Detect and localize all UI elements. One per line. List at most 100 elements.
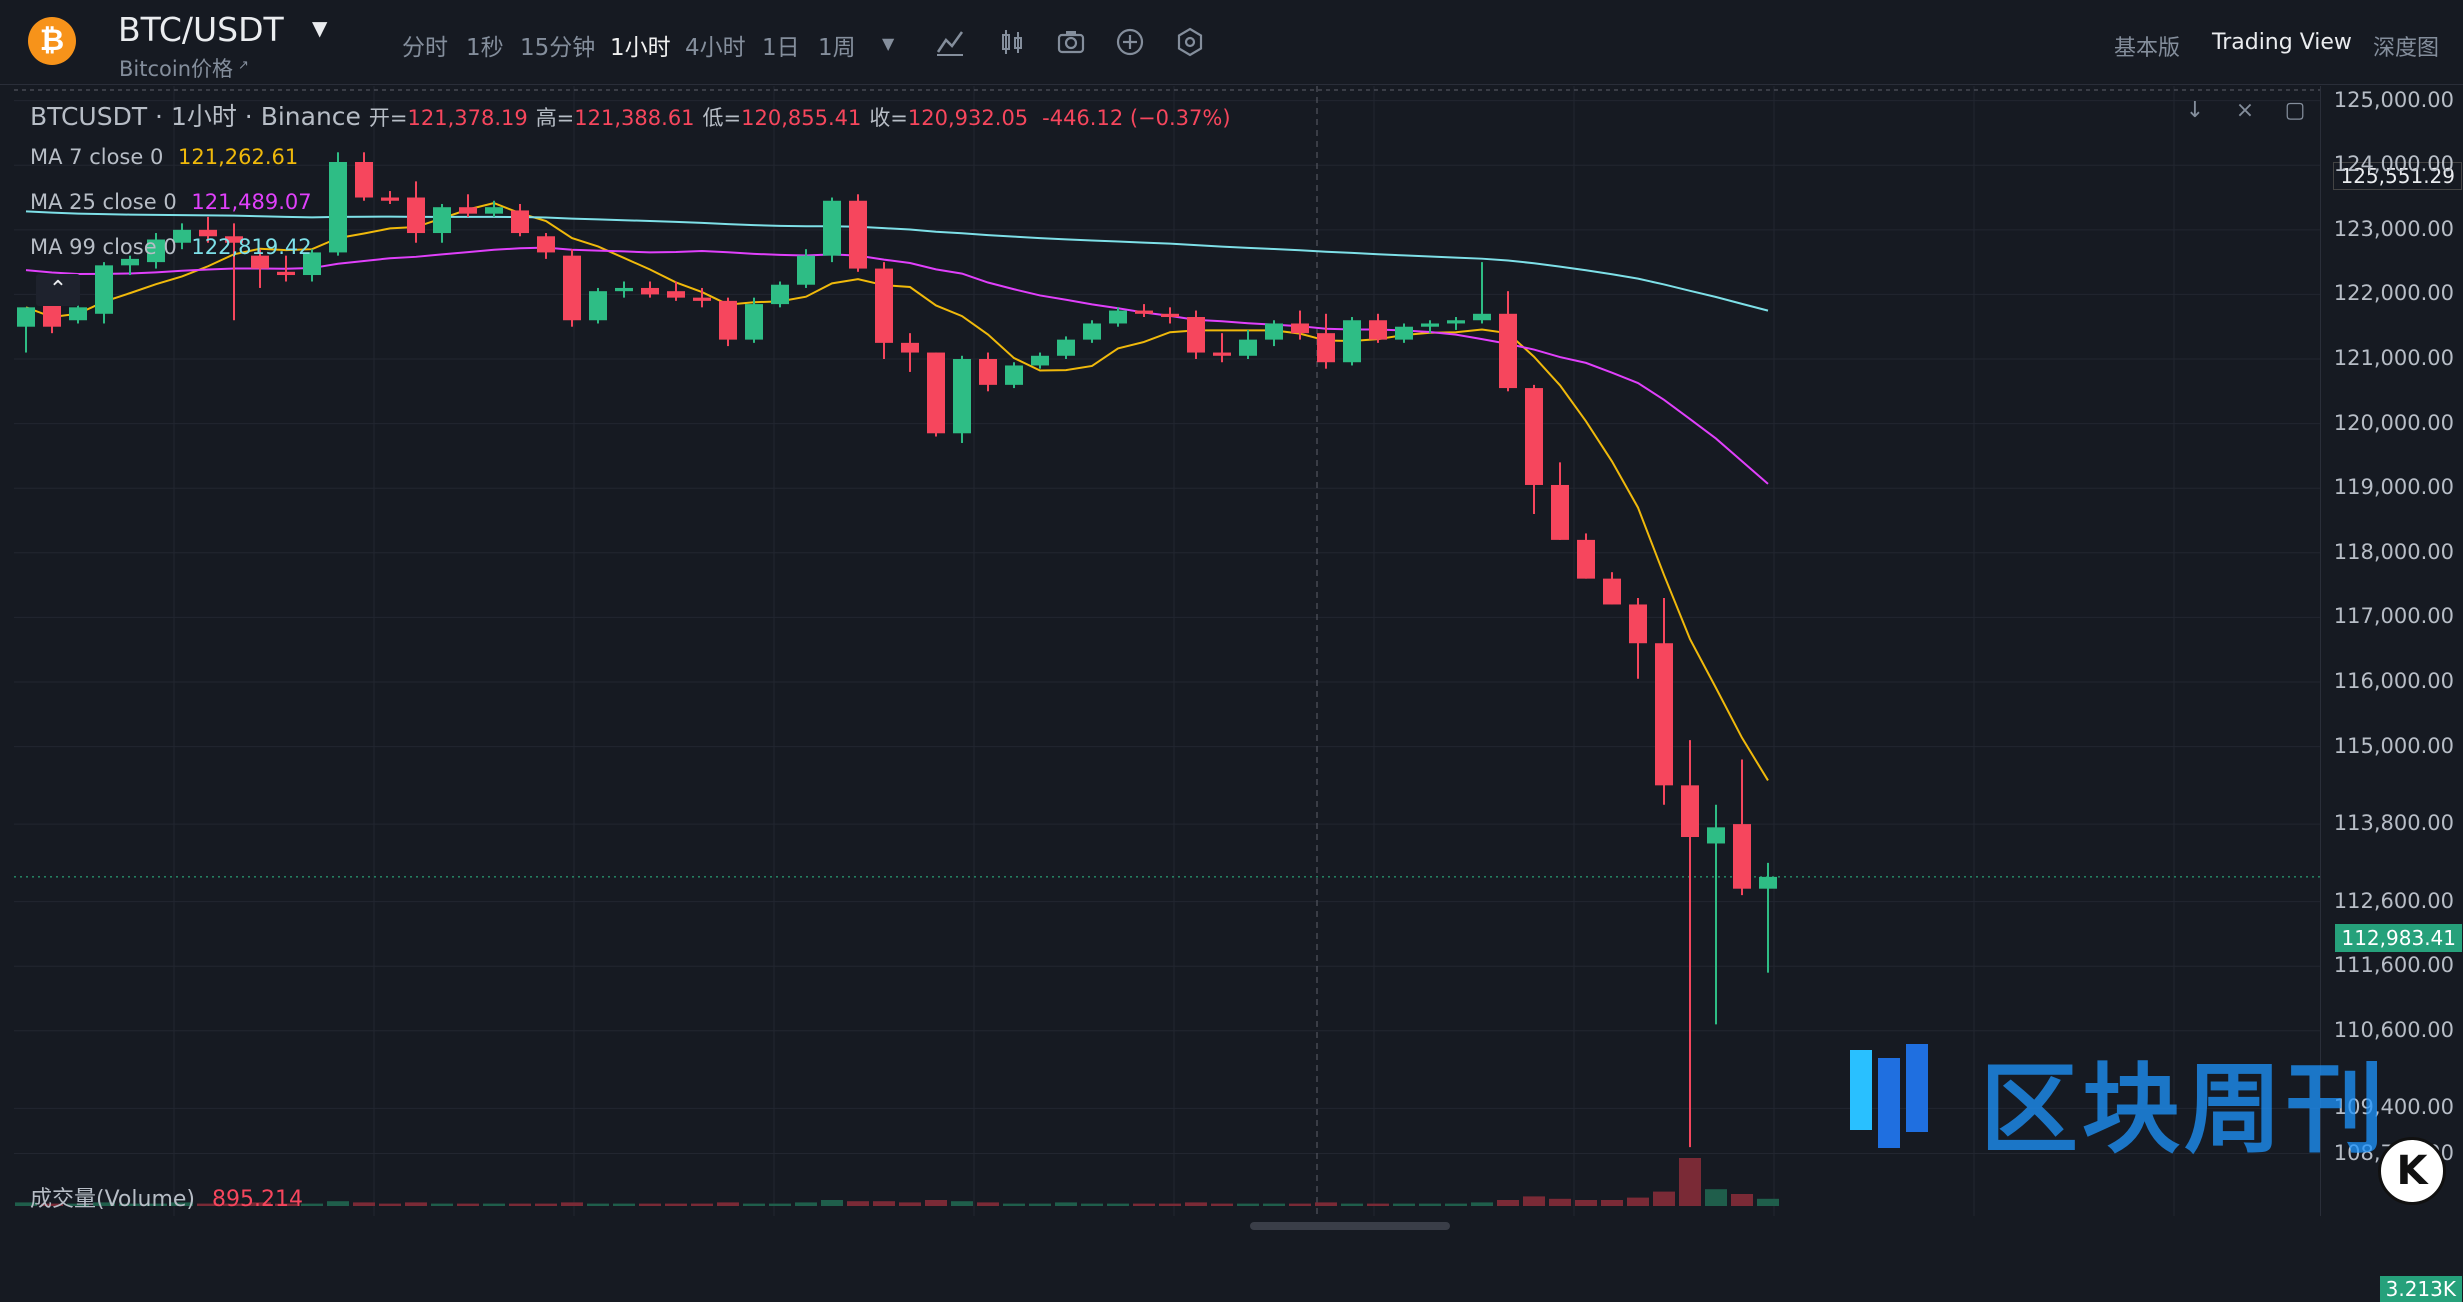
candle-body[interactable] xyxy=(1187,317,1205,353)
candle-body[interactable] xyxy=(1343,320,1361,363)
candle-body[interactable] xyxy=(1421,323,1439,327)
settings-icon[interactable] xyxy=(1174,26,1206,58)
pair-subtitle[interactable]: Bitcoin价格 xyxy=(119,57,234,81)
candle-body[interactable] xyxy=(667,291,685,298)
candle-body[interactable] xyxy=(1577,539,1595,579)
candle-body[interactable] xyxy=(589,291,607,321)
candle-body[interactable] xyxy=(1551,484,1569,540)
candle-body[interactable] xyxy=(1759,876,1777,889)
camera-icon[interactable] xyxy=(1055,26,1087,58)
external-link-icon[interactable]: ↗ xyxy=(238,58,249,73)
candle-body[interactable] xyxy=(563,255,581,321)
candle-body[interactable] xyxy=(1447,320,1465,324)
candle-body[interactable] xyxy=(1317,333,1335,363)
basic-view-link[interactable]: 基本版 xyxy=(2114,36,2181,61)
candle-body[interactable] xyxy=(1707,827,1725,844)
fullscreen-icon[interactable]: ▢ xyxy=(2284,98,2306,123)
add-icon[interactable] xyxy=(1114,26,1146,58)
candle-body[interactable] xyxy=(1083,323,1101,340)
candle-body[interactable] xyxy=(1213,352,1231,356)
candle-body[interactable] xyxy=(69,307,87,321)
candle-body[interactable] xyxy=(1239,339,1257,356)
candle-body[interactable] xyxy=(1525,388,1543,485)
candle-body[interactable] xyxy=(1629,604,1647,644)
candle-body[interactable] xyxy=(43,300,61,327)
candle-body[interactable] xyxy=(1473,313,1491,321)
download-icon[interactable]: ↓ xyxy=(2185,98,2205,123)
candle-body[interactable] xyxy=(927,352,945,434)
candle-body[interactable] xyxy=(1005,365,1023,385)
candle-body[interactable] xyxy=(979,359,997,385)
collapse-icon[interactable]: ⨯ xyxy=(2235,98,2255,123)
ma25-legend: MA 25 close 0 121,489.07 xyxy=(30,190,312,214)
candle-body[interactable] xyxy=(225,236,243,243)
candle-body[interactable] xyxy=(121,258,139,266)
chart-scrollbar[interactable] xyxy=(1250,1222,1450,1230)
candle-body[interactable] xyxy=(1265,323,1283,340)
candle-body[interactable] xyxy=(875,268,893,343)
volume-bar xyxy=(587,1203,609,1206)
candle-body[interactable] xyxy=(95,265,113,314)
candle-body[interactable] xyxy=(615,287,633,292)
candle-body[interactable] xyxy=(1733,824,1751,889)
candle-body[interactable] xyxy=(797,255,815,285)
timeframe-15m[interactable]: 15分钟 xyxy=(520,35,596,61)
candle-body[interactable] xyxy=(1499,313,1517,389)
candle-body[interactable] xyxy=(173,229,191,243)
timeframe-fenshi[interactable]: 分时 xyxy=(402,35,448,61)
candle-body[interactable] xyxy=(199,229,217,237)
timeframe-4h[interactable]: 4小时 xyxy=(685,35,746,61)
candle-body[interactable] xyxy=(17,307,35,327)
timeframe-1d[interactable]: 1日 xyxy=(762,35,800,61)
low-label: 低= xyxy=(702,106,742,130)
candle-body[interactable] xyxy=(1681,785,1699,838)
candle-body[interactable] xyxy=(1161,313,1179,318)
candle-body[interactable] xyxy=(719,300,737,340)
candle-body[interactable] xyxy=(1109,310,1127,324)
candle-body[interactable] xyxy=(1395,326,1413,340)
candle-body[interactable] xyxy=(277,271,295,276)
candle-body[interactable] xyxy=(1291,323,1309,334)
candle-type-icon[interactable] xyxy=(996,26,1028,58)
candle-body[interactable] xyxy=(485,207,503,214)
candle-body[interactable] xyxy=(303,252,321,276)
candle-body[interactable] xyxy=(537,236,555,253)
candle-body[interactable] xyxy=(771,284,789,305)
candle-body[interactable] xyxy=(381,197,399,201)
candle-body[interactable] xyxy=(953,359,971,434)
timeframe-1s[interactable]: 1秒 xyxy=(466,35,504,61)
candle-body[interactable] xyxy=(459,207,477,214)
candle-body[interactable] xyxy=(1057,339,1075,356)
volume-bar xyxy=(249,1202,271,1206)
candle-body[interactable] xyxy=(1369,320,1387,340)
candle-body[interactable] xyxy=(1031,355,1049,366)
candle-body[interactable] xyxy=(251,255,269,269)
candle-body[interactable] xyxy=(433,207,451,234)
tradingview-link[interactable]: Trading View xyxy=(2212,30,2352,55)
candle-body[interactable] xyxy=(823,200,841,256)
candle-body[interactable] xyxy=(1135,310,1153,314)
candle-body[interactable] xyxy=(511,210,529,234)
indicator-icon[interactable] xyxy=(934,26,966,58)
candle-body[interactable] xyxy=(1655,643,1673,786)
candle-body[interactable] xyxy=(355,161,373,198)
pair-dropdown-icon[interactable]: ▼ xyxy=(312,16,328,40)
candle-body[interactable] xyxy=(407,197,425,234)
candle-body[interactable] xyxy=(641,287,659,295)
collapse-legend-button[interactable]: ⌃ xyxy=(36,274,80,306)
candle-body[interactable] xyxy=(849,200,867,269)
top-toolbar: ₿ BTC/USDT ▼ Bitcoin价格 ↗ 分时 1秒 15分钟 1小时 … xyxy=(0,0,2463,85)
more-timeframes-icon[interactable]: ▼ xyxy=(882,34,895,53)
timeframe-1w[interactable]: 1周 xyxy=(818,35,856,61)
candle-body[interactable] xyxy=(745,304,763,340)
volume-legend: 成交量(Volume) 895.214 xyxy=(30,1181,303,1213)
candle-body[interactable] xyxy=(1603,578,1621,605)
candle-body[interactable] xyxy=(329,161,347,253)
depth-chart-link[interactable]: 深度图 xyxy=(2373,36,2440,61)
candle-body[interactable] xyxy=(147,239,165,263)
pair-title[interactable]: BTC/USDT xyxy=(118,10,284,49)
timeframe-1h[interactable]: 1小时 xyxy=(610,35,671,61)
candle-body[interactable] xyxy=(901,342,919,353)
candlestick-chart[interactable] xyxy=(14,86,2320,1216)
candle-body[interactable] xyxy=(693,297,711,301)
